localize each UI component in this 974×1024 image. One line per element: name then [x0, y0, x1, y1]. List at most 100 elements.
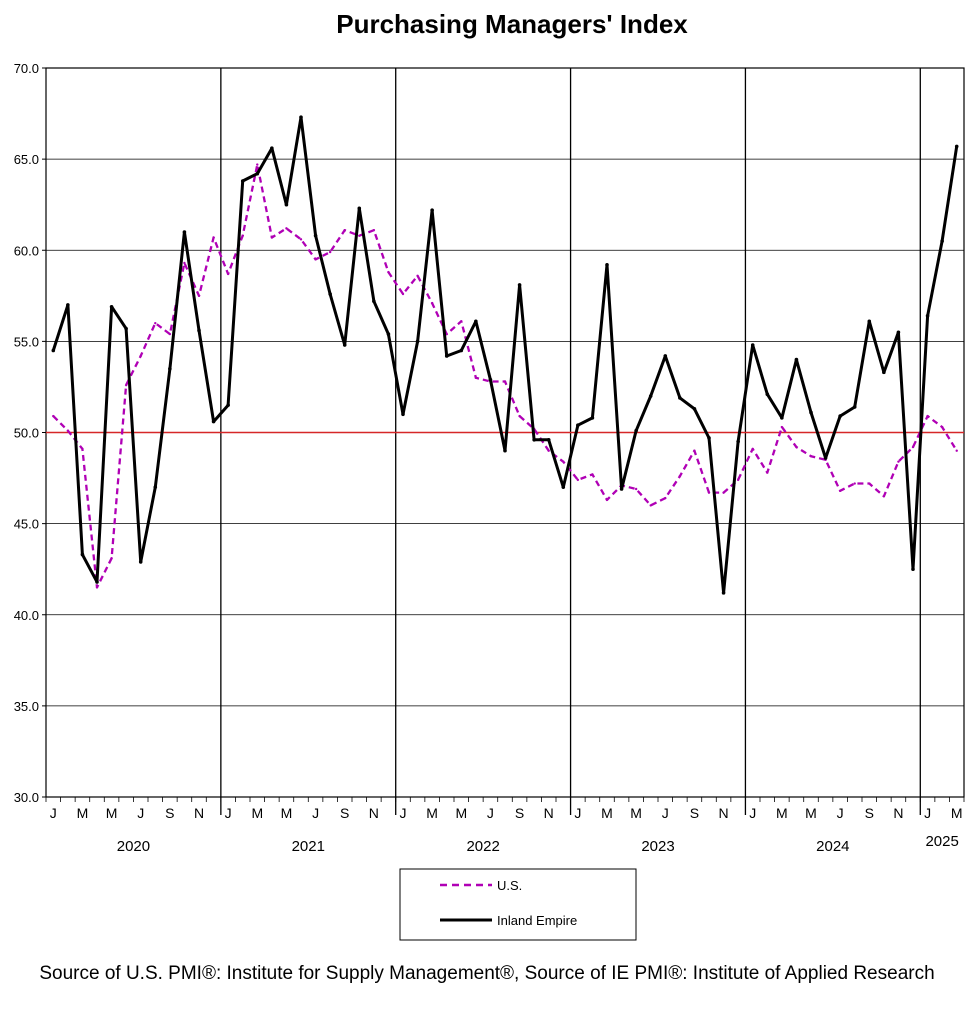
legend-box — [399, 868, 637, 941]
us-point — [911, 445, 915, 449]
us-point — [387, 270, 390, 274]
inland-empire-point — [823, 456, 828, 460]
us-point — [547, 449, 550, 452]
inland-empire-point — [692, 407, 697, 411]
month-label: J — [400, 805, 407, 821]
inland-empire-point — [590, 416, 595, 420]
year-label: 2020 — [117, 838, 150, 855]
year-label: 2022 — [466, 838, 499, 855]
inland-empire-point — [51, 348, 56, 353]
inland-empire-point — [386, 332, 391, 336]
us-point — [722, 491, 725, 494]
inland-empire-point — [459, 348, 464, 353]
inland-empire-point — [95, 580, 99, 584]
month-label: J — [837, 805, 844, 821]
inland-empire-point — [678, 396, 682, 400]
us-point — [154, 321, 157, 325]
inland-empire-point — [488, 377, 493, 382]
us-point — [693, 449, 696, 452]
month-label: J — [312, 805, 319, 821]
inland-empire-point — [561, 485, 566, 489]
inland-empire-point — [328, 292, 332, 296]
us-point — [314, 258, 317, 261]
inland-empire-point — [66, 303, 70, 307]
us-point — [460, 320, 463, 323]
us-point — [212, 236, 215, 239]
us-point — [707, 491, 711, 494]
month-label: N — [719, 805, 729, 821]
y-tick-label: 30.0 — [14, 790, 39, 805]
inland-empire-point — [619, 487, 624, 491]
us-point — [678, 475, 682, 478]
inland-empire-point — [517, 283, 522, 287]
inland-empire-point — [546, 437, 551, 442]
year-label: 2021 — [292, 838, 325, 855]
us-point — [372, 229, 376, 232]
inland-empire-point — [867, 319, 872, 324]
us-point — [518, 414, 521, 418]
us-point — [780, 425, 784, 429]
inland-empire-point — [255, 171, 260, 176]
us-point — [474, 376, 478, 380]
month-label: J — [662, 805, 669, 821]
inland-empire-point — [925, 314, 930, 318]
us-point — [110, 557, 113, 560]
us-point — [503, 380, 507, 383]
us-point — [809, 454, 813, 458]
us-point — [124, 383, 128, 387]
inland-empire-point — [605, 263, 609, 267]
inland-empire-point — [284, 202, 289, 207]
inland-empire-point — [357, 206, 362, 211]
y-tick-label: 70.0 — [14, 61, 39, 76]
us-point — [139, 354, 142, 358]
inland-empire-point — [430, 208, 434, 212]
inland-empire-point — [532, 437, 536, 442]
month-label: N — [194, 805, 204, 821]
us-point — [868, 482, 871, 485]
inland-empire-point — [503, 448, 507, 453]
inland-empire-point — [721, 591, 726, 595]
inland-empire-point — [168, 366, 172, 371]
inland-empire-point — [707, 436, 711, 440]
us-point — [736, 478, 740, 482]
inland-empire-point — [240, 179, 245, 183]
inland-empire-point — [882, 370, 886, 375]
year-label: 2023 — [641, 838, 674, 855]
month-label: S — [165, 805, 174, 821]
month-label: J — [50, 805, 57, 821]
us-point — [270, 236, 274, 239]
inland-empire-point — [313, 233, 318, 238]
month-label: M — [281, 805, 293, 821]
month-label: J — [574, 805, 581, 821]
month-label: M — [776, 805, 788, 821]
inland-empire-point — [634, 428, 638, 433]
us-point — [664, 496, 667, 500]
us-point — [795, 445, 798, 449]
us-point — [95, 586, 99, 589]
inland-empire-point — [765, 392, 770, 397]
us-point — [576, 478, 580, 482]
inland-empire-point — [780, 416, 784, 420]
year-label: 2024 — [816, 838, 849, 855]
month-label: S — [690, 805, 699, 821]
inland-empire-point — [663, 354, 668, 358]
us-point — [853, 482, 856, 485]
month-label: M — [106, 805, 118, 821]
chart-title: Purchasing Managers' Index — [336, 9, 688, 39]
us-point — [81, 447, 84, 451]
inland-empire-point — [372, 299, 376, 304]
month-label: S — [340, 805, 349, 821]
month-label: M — [77, 805, 89, 821]
inland-empire-point — [809, 410, 813, 415]
month-label: M — [455, 805, 467, 821]
y-tick-label: 60.0 — [14, 243, 39, 258]
us-point — [197, 294, 201, 298]
year-label: 2025 — [925, 833, 958, 850]
y-tick-label: 40.0 — [14, 608, 39, 623]
us-point — [430, 301, 434, 305]
inland-empire-point — [794, 357, 799, 362]
inland-empire-point — [444, 354, 449, 358]
month-label: J — [487, 805, 494, 821]
us-point — [926, 414, 929, 418]
us-point — [882, 495, 886, 498]
